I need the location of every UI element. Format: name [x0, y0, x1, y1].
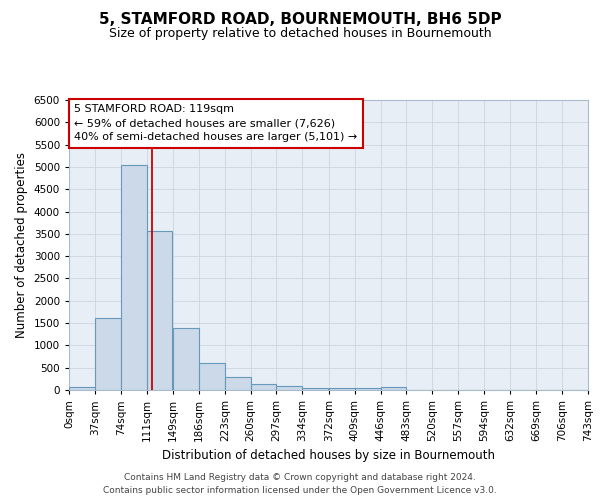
Y-axis label: Number of detached properties: Number of detached properties — [15, 152, 28, 338]
Bar — [146, 230, 172, 390]
Text: Contains HM Land Registry data © Crown copyright and database right 2024.: Contains HM Land Registry data © Crown c… — [124, 472, 476, 482]
Bar — [69, 386, 95, 390]
Text: Contains public sector information licensed under the Open Government Licence v3: Contains public sector information licen… — [103, 486, 497, 495]
Text: Size of property relative to detached houses in Bournemouth: Size of property relative to detached ho… — [109, 28, 491, 40]
Bar — [251, 384, 277, 390]
Bar — [95, 318, 121, 390]
Bar — [380, 387, 406, 390]
Text: 5, STAMFORD ROAD, BOURNEMOUTH, BH6 5DP: 5, STAMFORD ROAD, BOURNEMOUTH, BH6 5DP — [98, 12, 502, 28]
Bar — [225, 377, 251, 390]
Bar — [121, 164, 146, 390]
Bar — [329, 388, 355, 390]
Bar — [199, 363, 225, 390]
Bar — [277, 386, 302, 390]
Bar — [173, 328, 199, 390]
Text: 5 STAMFORD ROAD: 119sqm
← 59% of detached houses are smaller (7,626)
40% of semi: 5 STAMFORD ROAD: 119sqm ← 59% of detache… — [74, 104, 358, 142]
Bar — [302, 388, 328, 390]
Bar — [355, 388, 380, 390]
X-axis label: Distribution of detached houses by size in Bournemouth: Distribution of detached houses by size … — [162, 450, 495, 462]
